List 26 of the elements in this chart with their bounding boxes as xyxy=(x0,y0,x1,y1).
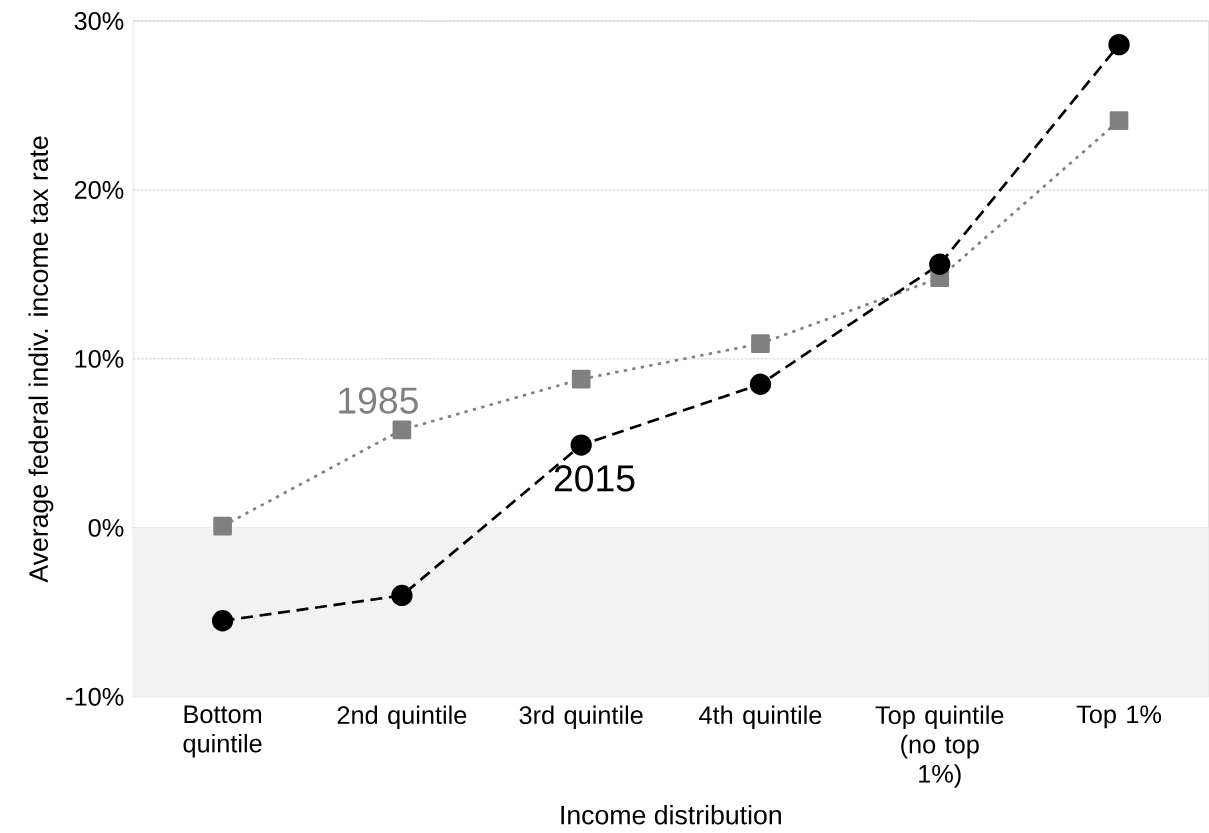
series-label: 2015 xyxy=(554,465,635,492)
point xyxy=(1109,111,1129,131)
point xyxy=(213,516,232,536)
point xyxy=(392,420,412,440)
point xyxy=(929,253,951,275)
point xyxy=(570,434,592,456)
point xyxy=(391,584,413,607)
y-tick-label: 10% xyxy=(75,349,124,368)
x-tick-label: Bottom quintile xyxy=(183,705,262,758)
x-tick-label: 4th quintile xyxy=(699,705,822,730)
y-tick-label: 30% xyxy=(74,12,124,30)
y-tick-label: 20% xyxy=(74,181,124,199)
x-tick-label: Top quintile (no top 1%) xyxy=(875,705,1004,788)
point xyxy=(1108,34,1130,56)
x-axis-title: Income distribution xyxy=(561,804,781,825)
y-axis-title: Average federal indiv. income tax rate xyxy=(28,136,54,583)
series-label: 1985 xyxy=(339,387,418,414)
point xyxy=(571,369,591,389)
y-tick-label: 0% xyxy=(88,518,124,537)
x-tick-label: 2nd quintile xyxy=(337,705,467,730)
point xyxy=(211,610,234,632)
x-tick-label: Top 1% xyxy=(1076,705,1162,729)
x-tick-label: 3rd quintile xyxy=(519,705,643,730)
y-tick-label: -10% xyxy=(66,687,124,706)
point xyxy=(751,334,770,354)
point xyxy=(749,373,772,395)
